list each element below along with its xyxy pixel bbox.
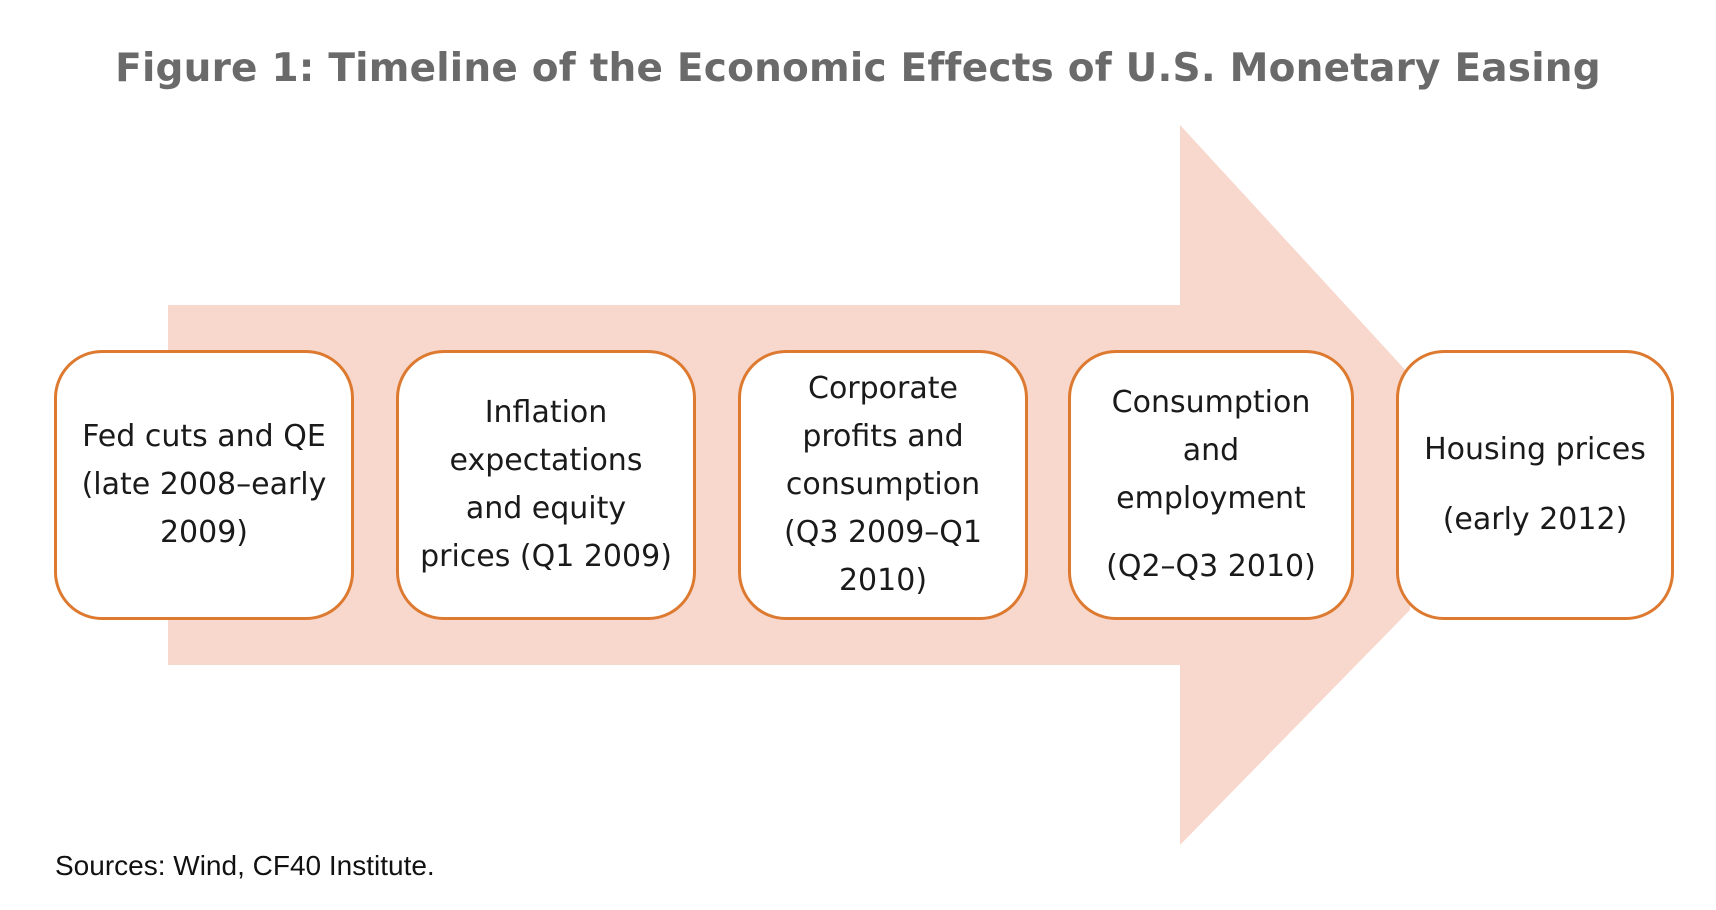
stage-line: Corporate [808,371,958,406]
stage-text: Consumption and employment (Q2–Q3 2010) [1106,379,1316,591]
stage-text: Inflation expectations and equity prices… [420,389,672,581]
stage-line: (Q3 2009–Q1 [784,515,982,550]
stage-line: prices (Q1 2009) [420,539,672,574]
stage-line: Consumption [1111,385,1311,420]
stage-box-inflation: Inflation expectations and equity prices… [396,350,696,620]
stage-box-consumption: Consumption and employment (Q2–Q3 2010) [1068,350,1354,620]
stage-line: and equity [465,491,627,526]
stage-text: Fed cuts and QE (late 2008–early 2009) [82,413,327,557]
stage-line: 2010) [838,563,928,598]
stage-line: consumption [785,467,981,502]
stage-line: employment [1116,481,1306,516]
source-note: Sources: Wind, CF40 Institute. [55,850,435,881]
stage-box-housing: Housing prices (early 2012) [1396,350,1674,620]
stage-box-corporate: Corporate profits and consumption (Q3 20… [738,350,1028,620]
stage-line: Housing prices [1424,432,1646,467]
stage-line: and [1182,433,1240,468]
figure-title: Figure 1: Timeline of the Economic Effec… [115,46,1601,91]
stage-line: Fed cuts and QE [82,419,326,454]
stage-line: (early 2012) [1442,502,1628,537]
stage-line: expectations [449,443,643,478]
stage-line: profits and [802,419,964,454]
stage-line: (late 2008–early [81,467,327,502]
stage-text: Corporate profits and consumption (Q3 20… [784,365,982,605]
stage-line: Inflation [484,395,608,430]
stage-text: Housing prices (early 2012) [1424,426,1646,544]
stage-line: (Q2–Q3 2010) [1106,549,1316,584]
stage-box-fed-cuts: Fed cuts and QE (late 2008–early 2009) [54,350,354,620]
stage-line: 2009) [159,515,249,550]
